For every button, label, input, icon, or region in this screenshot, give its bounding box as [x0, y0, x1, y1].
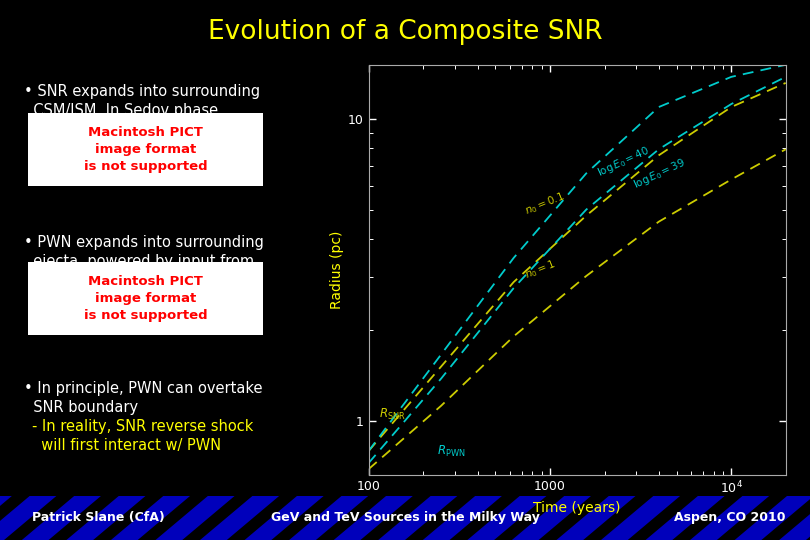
Text: Macintosh PICT
image format
is not supported: Macintosh PICT image format is not suppo…: [84, 275, 207, 322]
Text: • In principle, PWN can overtake
  SNR boundary: • In principle, PWN can overtake SNR bou…: [24, 381, 262, 415]
Text: - In reality, SNR reverse shock
  will first interact w/ PWN: - In reality, SNR reverse shock will fir…: [32, 418, 254, 453]
Text: Patrick Slane (CfA): Patrick Slane (CfA): [32, 511, 165, 524]
Polygon shape: [182, 496, 253, 540]
Polygon shape: [672, 496, 743, 540]
Text: $\log E_0 = 40$: $\log E_0 = 40$: [595, 143, 652, 180]
Text: $\log E_0 = 39$: $\log E_0 = 39$: [632, 155, 688, 192]
Text: • SNR expands into surrounding
  CSM/ISM. In Sedov phase,: • SNR expands into surrounding CSM/ISM. …: [24, 84, 261, 118]
Bar: [28, 113, 263, 186]
Polygon shape: [4, 496, 75, 540]
Text: Macintosh PICT
image format
is not supported: Macintosh PICT image format is not suppo…: [84, 126, 207, 173]
Polygon shape: [539, 496, 609, 540]
Text: $n_0 = 0.1$: $n_0 = 0.1$: [522, 190, 567, 218]
Polygon shape: [138, 496, 208, 540]
Bar: [0, 496, 810, 540]
Y-axis label: Radius (pc): Radius (pc): [330, 231, 343, 309]
Text: • PWN expands into surrounding
  ejecta, powered by input from
  pulsar:: • PWN expands into surrounding ejecta, p…: [24, 235, 264, 288]
Polygon shape: [405, 496, 475, 540]
Text: $n_0 = 1$: $n_0 = 1$: [522, 258, 557, 282]
Text: Evolution of a Composite SNR: Evolution of a Composite SNR: [207, 19, 603, 45]
Polygon shape: [806, 496, 810, 540]
Polygon shape: [93, 496, 164, 540]
Text: GeV and TeV Sources in the Milky Way: GeV and TeV Sources in the Milky Way: [271, 511, 539, 524]
X-axis label: Time (years): Time (years): [533, 501, 621, 515]
Polygon shape: [450, 496, 520, 540]
Bar: [28, 262, 263, 335]
Text: $R_{\mathrm{SNR}}$: $R_{\mathrm{SNR}}$: [379, 407, 406, 422]
Polygon shape: [360, 496, 431, 540]
Polygon shape: [271, 496, 342, 540]
Polygon shape: [494, 496, 565, 540]
Polygon shape: [227, 496, 297, 540]
Polygon shape: [717, 496, 787, 540]
Polygon shape: [0, 496, 30, 540]
Polygon shape: [583, 496, 654, 540]
Polygon shape: [316, 496, 386, 540]
Text: $R_{\mathrm{PWN}}$: $R_{\mathrm{PWN}}$: [437, 443, 466, 458]
Text: Aspen, CO 2010: Aspen, CO 2010: [674, 511, 786, 524]
Polygon shape: [761, 496, 810, 540]
Polygon shape: [628, 496, 698, 540]
Polygon shape: [49, 496, 119, 540]
